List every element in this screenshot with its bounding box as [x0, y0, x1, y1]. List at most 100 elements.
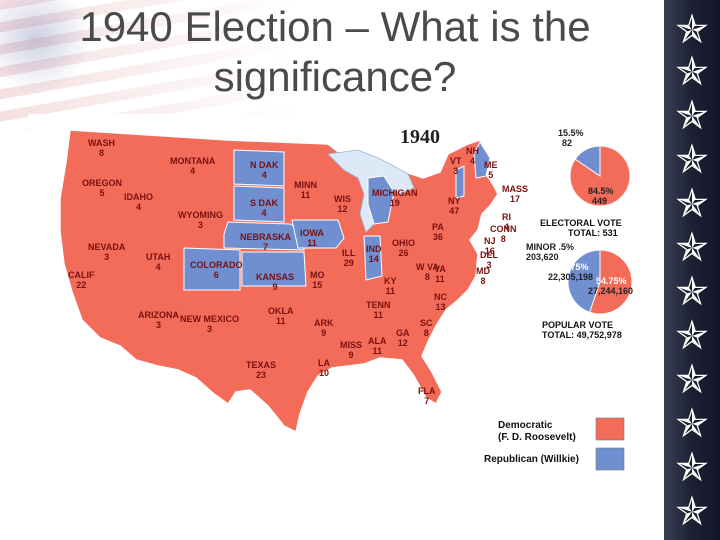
state-label-sc: SC 8	[420, 318, 433, 338]
state-label-n-dak: N DAK 4	[250, 160, 279, 180]
state-colorado	[183, 247, 241, 291]
state-label-nevada: NEVADA 3	[88, 242, 126, 262]
flag-canton-watermark	[0, 0, 90, 95]
popular-vote-heading: POPULAR VOTE	[542, 320, 614, 330]
legend-swatch-republican	[595, 447, 625, 471]
state-label-nh: NH 4	[466, 146, 479, 166]
legend-democratic-label: Democratic	[498, 420, 553, 431]
popular-minor-pct: MINOR .5%	[526, 242, 575, 252]
state-label-ill: ILL 29	[342, 248, 356, 268]
slide-title: 1940 Election – What is the significance…	[40, 2, 630, 102]
state-iowa	[291, 219, 345, 249]
electoral-republican-count: 82	[562, 138, 573, 148]
star-icon: ✯	[675, 270, 709, 314]
state-label-minn: MINN 11	[294, 180, 317, 200]
star-icon: ✯	[675, 50, 709, 94]
popular-minor-count: 203,620	[526, 252, 559, 262]
state-label-mo: MO 15	[310, 270, 325, 290]
popular-vote-pie	[567, 249, 633, 315]
state-label-vt: VT 3	[450, 156, 462, 176]
state-label-ark: ARK 9	[314, 318, 334, 338]
state-label-wis: WIS 12	[334, 194, 351, 214]
state-label-oregon: OREGON 5	[82, 178, 123, 198]
popular-democratic-pct: 54.75%	[596, 276, 627, 286]
star-icon: ✯	[675, 182, 709, 226]
state-label-ala: ALA 11	[368, 336, 387, 356]
star-icon: ✯	[675, 402, 709, 446]
state-label-fla: FLA 7	[418, 386, 436, 406]
state-label-nebraska: NEBRASKA 7	[240, 232, 292, 252]
star-icon: ✯	[675, 358, 709, 402]
star-icon: ✯	[675, 8, 709, 52]
state-label-arizona: ARIZONA 3	[138, 310, 179, 330]
popular-democratic-count: 27,244,160	[588, 286, 634, 296]
legend-democratic-candidate: (F. D. Roosevelt)	[498, 432, 576, 443]
state-label-michigan: MICHIGAN 19	[372, 188, 418, 208]
state-label-w-va: W VA 8	[416, 262, 439, 282]
electoral-vote-total: TOTAL: 531	[568, 228, 618, 238]
state-nebraska	[223, 221, 305, 251]
state-label-wash: WASH 8	[88, 138, 115, 158]
map-graphic	[59, 129, 633, 471]
state-label-me: ME 5	[484, 160, 498, 180]
star-icon: ✯	[675, 490, 709, 534]
state-label-nj: NJ 16	[484, 236, 496, 256]
state-n-dak	[233, 149, 285, 187]
star-icon: ✯	[675, 226, 709, 270]
state-label-ri: RI 4	[502, 212, 511, 232]
state-label-texas: TEXAS 23	[246, 360, 277, 380]
state-label-pa: PA 36	[432, 222, 444, 242]
slide-title-line1: 1940 Election – What is the	[79, 3, 591, 50]
popular-republican-pct: 44.75%	[558, 262, 589, 272]
popular-vote-total: TOTAL: 49,752,978	[542, 330, 622, 340]
state-label-wyoming: WYOMING 3	[178, 210, 223, 230]
state-label-ind: IND 14	[366, 244, 382, 264]
state-michigan	[367, 175, 395, 225]
state-label-la: LA 10	[318, 358, 330, 378]
state-label-idaho: IDAHO 4	[124, 192, 153, 212]
electoral-democratic-count: 449	[592, 196, 608, 206]
state-label-del: DEL 3	[480, 250, 498, 270]
state-label-iowa: IOWA 11	[300, 228, 324, 248]
state-label-new-mexico: NEW MEXICO 3	[180, 314, 240, 334]
state-label-va: VA 11	[434, 264, 446, 284]
state-label-miss: MISS 9	[340, 340, 363, 360]
state-label-colorado: COLORADO 6	[190, 260, 243, 280]
state-vermont	[455, 165, 465, 199]
state-label-ohio: OHIO 26	[392, 238, 416, 258]
electoral-democratic-pct: 84.5%	[588, 186, 614, 196]
legend-swatch-democratic	[595, 417, 625, 441]
state-label-ga: GA 12	[396, 328, 410, 348]
popular-republican-count: 22,305,198	[548, 272, 594, 282]
star-icon: ✯	[675, 94, 709, 138]
star-icon: ✯	[675, 138, 709, 182]
map-year: 1940	[400, 126, 440, 148]
star-icon: ✯	[675, 314, 709, 358]
state-label-kansas: KANSAS 9	[256, 272, 295, 292]
state-indiana	[363, 235, 383, 281]
electoral-republican-pct: 15.5%	[558, 128, 584, 138]
electoral-vote-heading: ELECTORAL VOTE	[540, 218, 622, 228]
state-label-conn: CONN 8	[490, 224, 517, 244]
slide-title-line2: significance?	[213, 53, 457, 100]
state-label-nc: NC 13	[434, 292, 447, 312]
state-label-okla: OKLA 11	[268, 306, 294, 326]
state-label-ky: KY 11	[384, 276, 397, 296]
state-label-utah: UTAH 4	[146, 252, 171, 272]
state-label-ny: NY 47	[448, 196, 461, 216]
legend-republican-label: Republican (Willkie)	[484, 454, 579, 465]
electoral-vote-pie	[569, 145, 631, 207]
state-label-montana: MONTANA 4	[170, 156, 216, 176]
star-icon: ✯	[675, 446, 709, 490]
state-s-dak	[233, 185, 285, 223]
state-label-mass: MASS 17	[502, 184, 529, 204]
state-kansas	[241, 251, 307, 287]
pie-slice-republican	[574, 145, 601, 177]
state-label-calif: CALIF 22	[68, 270, 95, 290]
star-border: ✯ ✯ ✯ ✯ ✯ ✯ ✯ ✯ ✯ ✯ ✯ ✯	[664, 0, 720, 540]
election-map: 1940 WASH 8 OREGON 5 CALIF 22 IDAHO 4 NEVADA…	[28, 114, 636, 480]
pie-slice-republican	[567, 249, 601, 313]
state-label-md: MD 8	[476, 266, 490, 286]
flag-watermark	[0, 0, 300, 130]
state-label-s-dak: S DAK 4	[250, 198, 279, 218]
